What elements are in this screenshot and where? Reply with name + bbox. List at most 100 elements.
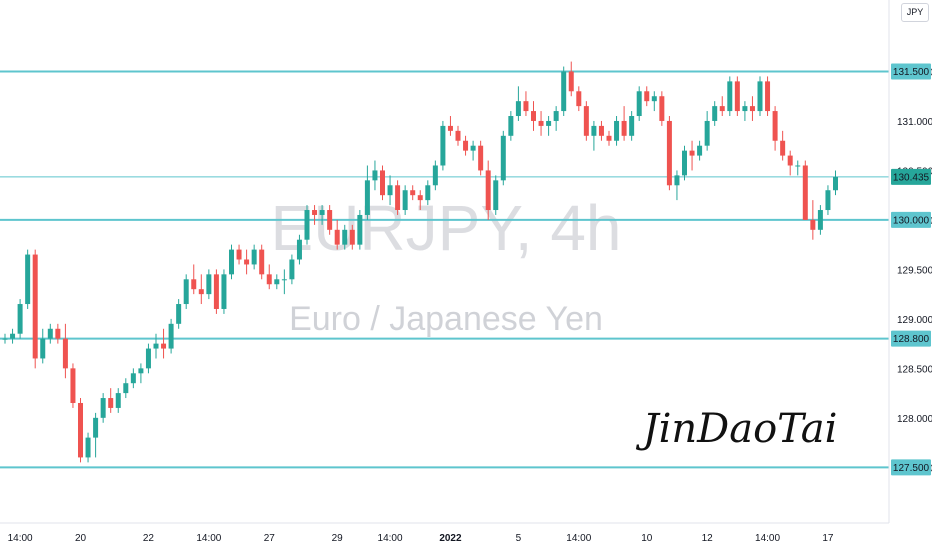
price-axis[interactable]: 131.500131.000130.500130.000129.500129.0… xyxy=(897,67,932,474)
candle-62 xyxy=(470,140,476,161)
candle-body-2 xyxy=(17,304,23,334)
candle-75 xyxy=(568,61,574,97)
candle-body-31 xyxy=(236,249,242,260)
candle-83 xyxy=(629,111,635,141)
candle-body-15 xyxy=(115,393,121,408)
candle-10 xyxy=(78,398,83,463)
candle-65 xyxy=(493,175,499,215)
candle-11 xyxy=(85,432,91,463)
candle-106 xyxy=(802,160,808,220)
candle-40 xyxy=(304,205,310,245)
candle-body-30 xyxy=(229,249,234,275)
y-tick-label-6: 128.500 xyxy=(897,364,932,375)
candle-body-25 xyxy=(191,279,197,290)
candle-100 xyxy=(757,76,763,117)
x-tick-label-13: 17 xyxy=(822,533,834,544)
candle-body-62 xyxy=(470,145,476,151)
candle-body-71 xyxy=(538,120,544,126)
candle-body-39 xyxy=(296,239,302,260)
price-label-box-2 xyxy=(891,330,931,347)
candle-13 xyxy=(100,393,106,423)
candle-73 xyxy=(553,106,559,131)
x-tick-label-1: 20 xyxy=(75,533,87,544)
candle-25 xyxy=(191,264,197,295)
candle-99 xyxy=(749,96,755,121)
candle-85 xyxy=(644,86,650,107)
candle-36 xyxy=(274,274,280,290)
time-axis[interactable]: 14:00 20 22 14:00 27 29 14:00 2022 5 14:00 10 12 14:… xyxy=(8,533,834,544)
price-label-box-3 xyxy=(891,459,931,476)
candle-109 xyxy=(825,185,831,215)
candle-body-103 xyxy=(780,140,786,156)
candle-84 xyxy=(636,86,642,121)
candle-81 xyxy=(614,116,620,146)
candle-41 xyxy=(312,205,318,225)
candle-46 xyxy=(349,224,355,250)
candle-body-83 xyxy=(629,116,635,136)
candle-24 xyxy=(183,274,189,309)
candle-0 xyxy=(2,333,8,344)
candle-89 xyxy=(674,170,680,201)
candle-105 xyxy=(795,160,801,176)
candle-body-99 xyxy=(749,106,755,112)
currency-label[interactable]: JPY xyxy=(901,3,929,22)
candle-76 xyxy=(576,86,582,112)
candle-63 xyxy=(478,140,484,176)
candle-19 xyxy=(145,343,151,374)
candle-50 xyxy=(380,165,385,201)
candle-body-82 xyxy=(621,120,627,136)
candle-body-24 xyxy=(183,279,189,305)
candle-64 xyxy=(485,160,491,220)
candle-body-100 xyxy=(757,81,763,112)
x-tick-label-12: 14:00 xyxy=(755,533,780,544)
x-tick-label-7: 2022 xyxy=(439,533,462,544)
candle-79 xyxy=(598,120,604,141)
candle-90 xyxy=(682,145,687,181)
candle-body-110 xyxy=(833,176,838,191)
candle-body-48 xyxy=(364,180,370,215)
candle-body-16 xyxy=(123,383,129,394)
candle-35 xyxy=(266,264,272,290)
candle-86 xyxy=(651,91,657,112)
candle-body-10 xyxy=(78,402,83,458)
candle-3 xyxy=(25,249,31,309)
candle-body-66 xyxy=(500,135,506,181)
candle-body-13 xyxy=(100,398,106,418)
candle-body-50 xyxy=(380,170,385,196)
candle-29 xyxy=(221,269,227,314)
candle-32 xyxy=(244,249,250,275)
candle-body-5 xyxy=(40,338,46,359)
candle-4 xyxy=(32,249,38,369)
candle-body-45 xyxy=(342,229,348,245)
candle-57 xyxy=(432,160,438,191)
candle-18 xyxy=(138,363,144,384)
candle-body-102 xyxy=(772,111,778,141)
watermark: EURJPY, 4h Euro / Japanese Yen xyxy=(271,192,622,338)
horizontal-levels xyxy=(0,70,889,469)
candle-body-106 xyxy=(802,165,808,220)
watermark-title: EURJPY, 4h xyxy=(271,192,622,264)
candle-44 xyxy=(334,219,340,250)
candle-34 xyxy=(259,244,265,280)
candle-7 xyxy=(55,323,61,344)
price-label-text-4: 130.435 xyxy=(893,172,930,183)
candle-80 xyxy=(606,130,612,146)
candle-body-92 xyxy=(697,145,703,156)
x-tick-label-6: 14:00 xyxy=(378,533,403,544)
candle-body-29 xyxy=(221,274,227,309)
y-tick-label-7: 128.000 xyxy=(897,414,932,425)
candle-body-72 xyxy=(546,120,552,126)
candle-102 xyxy=(772,106,778,151)
candle-body-64 xyxy=(485,170,491,211)
candle-42 xyxy=(319,205,325,225)
candle-12 xyxy=(93,412,99,458)
candle-5 xyxy=(40,328,46,364)
candle-body-97 xyxy=(734,81,740,112)
candle-body-88 xyxy=(666,120,672,186)
candle-6 xyxy=(47,323,53,344)
candle-1 xyxy=(10,328,16,344)
candle-body-42 xyxy=(319,210,325,215)
price-label-text-0: 131.500 xyxy=(893,67,930,78)
